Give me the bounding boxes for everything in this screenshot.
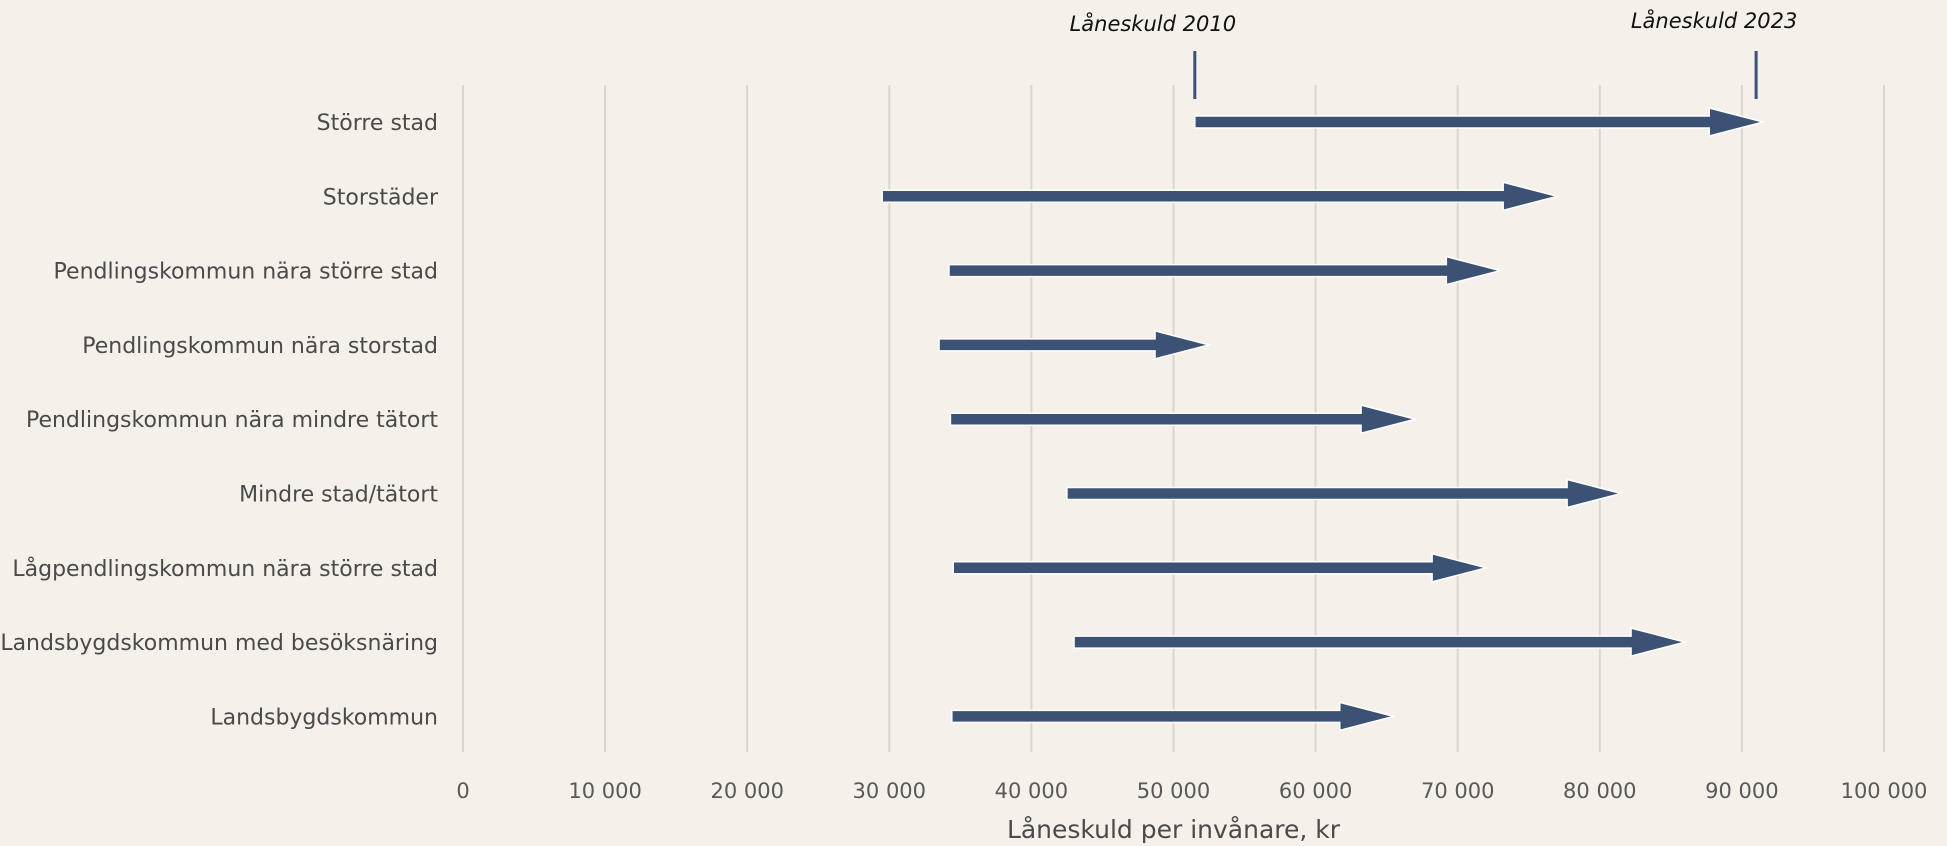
range-arrow <box>1073 627 1689 658</box>
x-axis-title: Låneskuld per invånare, kr <box>1007 815 1341 844</box>
annotations: Låneskuld 2010 Låneskuld 2023 <box>1070 8 1798 99</box>
range-arrow <box>1066 478 1625 509</box>
x-tick-label: 100 000 <box>1841 779 1928 803</box>
category-label: Större stad <box>317 111 438 136</box>
x-tick-label: 80 000 <box>1563 779 1636 803</box>
x-tick-label: 50 000 <box>1137 779 1210 803</box>
annotation-label: Låneskuld 2010 <box>1070 11 1237 36</box>
x-tick-label: 20 000 <box>710 779 783 803</box>
range-arrow <box>952 552 1490 583</box>
range-arrows <box>881 107 1767 732</box>
range-arrow <box>1194 107 1767 137</box>
category-labels: Större stad Storstäder Pendlingskommun när… <box>0 111 439 730</box>
annotation-label: Låneskuld 2023 <box>1631 8 1798 33</box>
category-label: Lågpendlingskommun nära större stad <box>12 556 438 582</box>
category-label: Landsbygdskommun med besöksnäring <box>0 631 438 656</box>
x-tick-label: 90 000 <box>1705 779 1778 803</box>
x-tick-label: 40 000 <box>995 779 1068 803</box>
x-tick-label: 60 000 <box>1279 779 1352 803</box>
range-arrow <box>938 329 1213 360</box>
x-tick-label: 0 <box>456 779 469 803</box>
category-label: Storstäder <box>323 185 439 210</box>
range-arrow <box>948 255 1504 286</box>
category-label: Pendlingskommun nära större stad <box>54 260 438 285</box>
x-tick-labels: 0 10 000 20 000 30 000 40 000 50 000 60 000 70 … <box>456 779 1927 803</box>
category-label: Pendlingskommun nära mindre tätort <box>26 408 438 433</box>
range-arrow <box>949 404 1419 435</box>
range-arrow <box>951 701 1397 732</box>
range-arrow <box>881 181 1561 212</box>
category-label: Mindre stad/tätort <box>239 483 438 508</box>
x-tick-label: 30 000 <box>853 779 926 803</box>
x-tick-label: 10 000 <box>568 779 641 803</box>
x-tick-label: 70 000 <box>1421 779 1494 803</box>
category-label: Pendlingskommun nära storstad <box>82 334 438 359</box>
category-label: Landsbygdskommun <box>210 705 438 730</box>
